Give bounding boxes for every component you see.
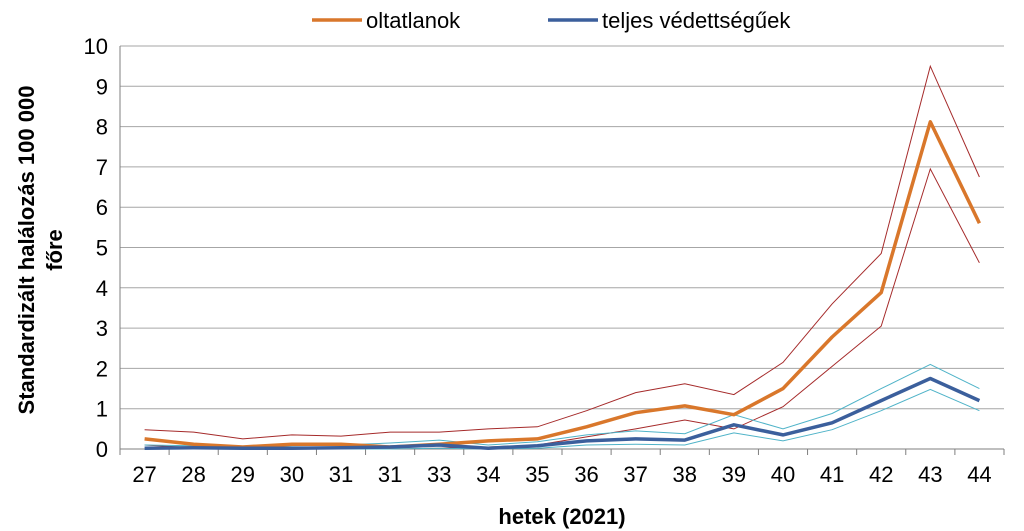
y-axis-title-line2: főre	[42, 229, 67, 271]
y-tick-label: 4	[96, 276, 108, 301]
y-tick-label: 6	[96, 195, 108, 220]
y-tick-label: 1	[96, 397, 108, 422]
x-tick-label: 39	[722, 462, 746, 487]
legend-label-oltatlanok: oltatlanok	[366, 8, 461, 33]
x-tick-label: 30	[280, 462, 304, 487]
y-tick-label: 5	[96, 236, 108, 261]
confidence-bands	[144, 64, 980, 450]
series-line-0	[144, 120, 981, 449]
y-tick-label: 10	[84, 34, 108, 59]
gridlines	[119, 45, 1005, 455]
y-tick-label: 0	[96, 437, 108, 462]
x-tick-label: 43	[918, 462, 942, 487]
x-tick-label: 34	[476, 462, 500, 487]
y-tick-label: 2	[96, 356, 108, 381]
ci-upper-line-series-0	[144, 64, 980, 440]
x-tick-label: 31	[329, 462, 353, 487]
x-axis-title: hetek (2021)	[498, 504, 625, 529]
y-tick-labels: 0 1 2 3 4 5 6 7 8 9 10	[84, 34, 108, 462]
legend: oltatlanok teljes védettségűek	[312, 8, 791, 33]
x-tick-label: 36	[574, 462, 598, 487]
series-lines	[144, 120, 981, 450]
x-tick-label: 27	[132, 462, 156, 487]
x-tick-label: 41	[820, 462, 844, 487]
y-tick-label: 8	[96, 115, 108, 140]
ci-lower-line-series-0	[144, 167, 980, 450]
legend-label-teljes-vedettseguek: teljes védettségűek	[602, 8, 791, 33]
y-axis-title-line1: Standardizált halálozás 100 000	[14, 86, 39, 415]
x-tick-label: 31	[378, 462, 402, 487]
x-tick-label: 40	[771, 462, 795, 487]
x-tick-labels: 27 28 29 30 31 31 33 34 35 36 37 38 39 40 41 42 43 44	[132, 462, 991, 487]
y-tick-label: 3	[96, 316, 108, 341]
x-tick-label: 33	[427, 462, 451, 487]
y-tick-label: 9	[96, 74, 108, 99]
x-tick-label: 42	[869, 462, 893, 487]
x-tick-label: 35	[525, 462, 549, 487]
series-line-1	[144, 376, 981, 450]
x-tick-label: 37	[623, 462, 647, 487]
x-tick-label: 44	[967, 462, 991, 487]
x-tick-label: 29	[231, 462, 255, 487]
y-tick-label: 7	[96, 155, 108, 180]
x-tick-label: 38	[673, 462, 697, 487]
x-tick-label: 28	[181, 462, 205, 487]
